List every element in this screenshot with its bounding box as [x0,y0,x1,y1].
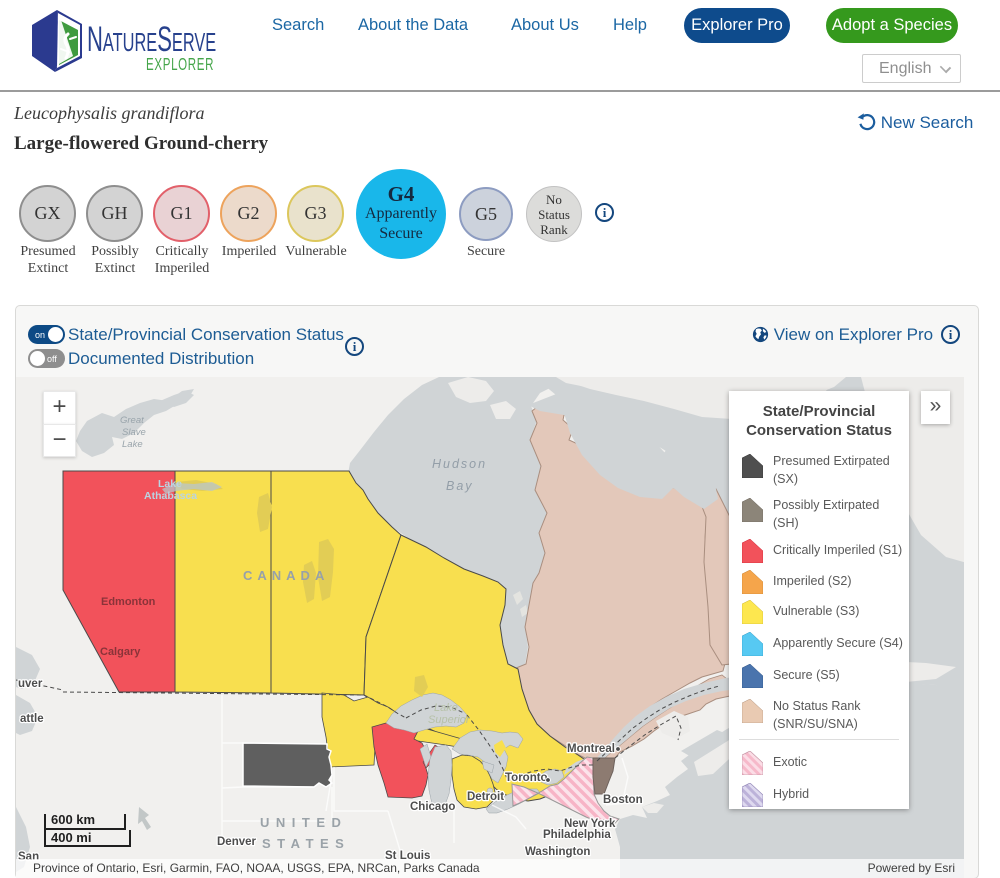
svg-text:EXPLORER: EXPLORER [146,56,214,75]
svg-text:Montreal: Montreal [567,743,615,755]
svg-text:Detroit: Detroit [467,791,504,803]
svg-text:Toronto: Toronto [505,772,548,784]
svg-text:Calgary: Calgary [100,646,141,658]
svg-text:UNITED: UNITED [260,815,347,830]
svg-text:Athabasca: Athabasca [144,490,197,502]
svg-text:Lake: Lake [122,439,143,450]
svg-text:Denver: Denver [217,836,257,848]
svg-text:Great: Great [120,415,144,426]
svg-text:Slave: Slave [122,427,146,438]
svg-text:Chicago: Chicago [410,801,455,813]
svg-text:STATES: STATES [262,836,350,851]
svg-text:Edmonton: Edmonton [101,596,156,608]
svg-text:Superior: Superior [428,714,471,726]
svg-text:Philadelphia: Philadelphia [543,829,611,841]
svg-text:Hudson: Hudson [432,457,487,471]
svg-text:New York: New York [564,818,616,830]
svg-text:uver: uver [18,678,43,690]
svg-text:Bay: Bay [446,479,474,493]
svg-text:CANADA: CANADA [243,568,329,583]
svg-text:NATURESERVE: NATURESERVE [87,21,216,59]
svg-text:Boston: Boston [603,794,643,806]
svg-text:Lake: Lake [158,478,182,490]
svg-text:attle: attle [20,713,44,725]
svg-text:Lake: Lake [434,702,458,714]
svg-text:Washington: Washington [525,846,590,858]
